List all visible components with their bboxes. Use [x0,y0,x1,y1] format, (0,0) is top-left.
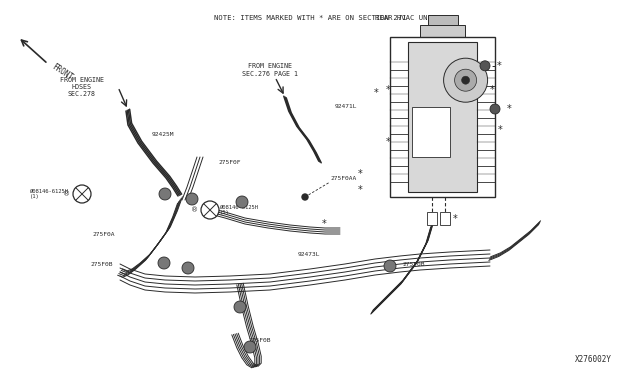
Text: *: * [498,125,502,135]
Text: *: * [358,169,362,179]
Text: Ø08146-6125H
(1): Ø08146-6125H (1) [30,189,69,199]
Bar [412,107,450,157]
Text: *: * [453,214,458,224]
Text: 275F0F: 275F0F [218,160,241,164]
Text: *: * [507,104,512,114]
Text: 275F0B: 275F0B [90,262,113,266]
Circle shape [454,69,477,91]
Text: FROM ENGINE
HOSES
SEC.278: FROM ENGINE HOSES SEC.278 [60,77,104,97]
Text: *: * [374,88,378,98]
Text: *: * [322,219,326,229]
Text: *: * [358,185,362,195]
Bar [427,212,437,225]
Text: NOTE: ITEMS MARKED WITH * ARE ON SECTION 271: NOTE: ITEMS MARKED WITH * ARE ON SECTION… [214,15,406,21]
Text: X276002Y: X276002Y [575,355,612,364]
Circle shape [186,193,198,205]
Circle shape [73,185,91,203]
Text: REAR HVAC UNIT: REAR HVAC UNIT [375,15,436,21]
Text: FRONT: FRONT [50,62,74,82]
Bar [428,15,458,25]
Text: 92425M: 92425M [152,131,175,137]
Circle shape [244,341,256,353]
Text: 92471L: 92471L [335,105,358,109]
Circle shape [159,188,171,200]
Text: 275F0A: 275F0A [92,231,115,237]
Text: *: * [386,85,390,95]
Circle shape [234,301,246,313]
Text: ®: ® [63,191,70,197]
Circle shape [158,257,170,269]
Circle shape [182,262,194,274]
Text: ®: ® [191,207,198,213]
Text: 275F0AA: 275F0AA [330,176,356,182]
Text: 92473L: 92473L [298,251,321,257]
Circle shape [302,194,308,200]
Circle shape [490,104,500,114]
Circle shape [461,76,470,84]
Text: *: * [497,61,502,71]
Circle shape [236,196,248,208]
Bar [420,25,465,37]
Text: Ø08146-6125H
(1): Ø08146-6125H (1) [220,205,259,215]
Circle shape [201,201,219,219]
Bar [440,212,450,225]
Circle shape [444,58,488,102]
Text: *: * [386,137,390,147]
Bar [390,37,495,197]
Circle shape [480,61,490,71]
Text: FROM ENGINE
SEC.276 PAGE 1: FROM ENGINE SEC.276 PAGE 1 [242,64,298,77]
Circle shape [384,260,396,272]
Text: 275F0B: 275F0B [248,337,271,343]
Text: *: * [490,85,494,95]
Bar [408,42,477,192]
Text: 275F0B: 275F0B [402,262,424,266]
